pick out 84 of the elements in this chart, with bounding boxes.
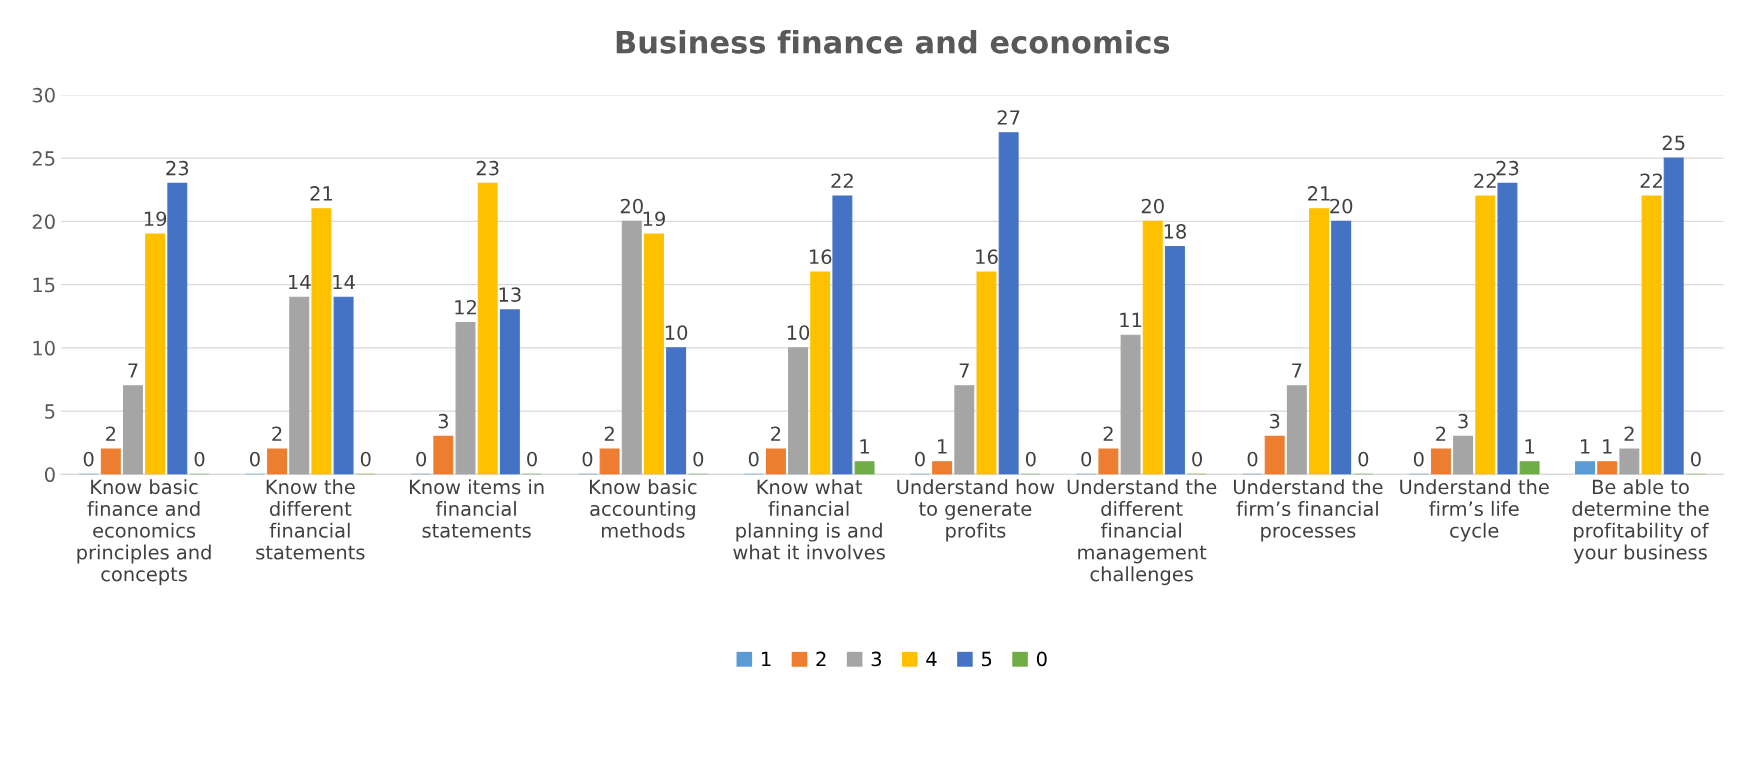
data-label: 2 xyxy=(771,426,781,441)
y-tick-label: 30 xyxy=(32,87,55,103)
y-tick-label: 25 xyxy=(32,151,55,166)
data-label: 1 xyxy=(1603,439,1612,454)
y-tick-label: 10 xyxy=(33,340,55,356)
data-label: 2 xyxy=(1103,426,1113,441)
data-label: 2 xyxy=(272,426,282,441)
data-label: 3 xyxy=(438,413,448,429)
data-label: 0 xyxy=(748,451,759,467)
x-tick-label: Understand the firm’s financial processes xyxy=(1233,479,1383,542)
data-label: 2 xyxy=(1436,426,1446,441)
data-label: 0 xyxy=(416,451,427,467)
data-label: 20 xyxy=(1330,198,1353,214)
legend-label: 2 xyxy=(816,651,826,667)
data-label: 7 xyxy=(128,363,138,378)
data-label: 19 xyxy=(643,211,665,227)
data-label: 10 xyxy=(787,325,810,340)
data-label: 2 xyxy=(604,426,614,441)
data-label: 3 xyxy=(1269,413,1280,429)
x-tick-label: Know items in financial statements xyxy=(410,479,544,538)
data-label: 21 xyxy=(310,186,332,201)
y-tick-label: 5 xyxy=(45,404,55,419)
x-tick-label: Know basic finance and economics principles and concepts xyxy=(77,479,211,586)
data-label: 0 xyxy=(1358,451,1369,467)
x-tick-label: Understand the different financial management challenges xyxy=(1067,479,1217,586)
x-tick-label: Be able to determine the profitability of your business xyxy=(1572,479,1709,564)
data-label: 11 xyxy=(1120,312,1142,328)
data-label: 0 xyxy=(915,451,925,467)
legend-label: 3 xyxy=(871,651,881,667)
data-label: 7 xyxy=(959,363,969,378)
data-label: 0 xyxy=(693,451,704,467)
y-tick-label: 20 xyxy=(32,214,55,230)
data-label: 14 xyxy=(289,274,311,290)
data-label: 19 xyxy=(144,211,167,227)
data-label: 0 xyxy=(250,451,260,467)
data-label: 14 xyxy=(333,274,355,290)
data-label: 22 xyxy=(1640,173,1662,188)
data-label: 20 xyxy=(1141,198,1164,214)
data-label: 27 xyxy=(997,110,1020,125)
data-label: 3 xyxy=(1458,413,1468,429)
data-label: 13 xyxy=(499,287,521,302)
legend-label: 1 xyxy=(762,651,771,667)
data-label: 22 xyxy=(1474,173,1496,188)
data-label: 25 xyxy=(1662,135,1685,151)
data-label: 1 xyxy=(938,439,947,454)
data-label: 12 xyxy=(455,299,476,315)
data-label: 0 xyxy=(1413,451,1424,467)
data-label: 0 xyxy=(527,451,537,467)
x-tick-label: Understand how to generate profits xyxy=(897,479,1055,542)
data-label: 1 xyxy=(860,439,869,454)
y-tick-label: 15 xyxy=(33,277,55,293)
data-label: 20 xyxy=(620,198,643,214)
data-label: 23 xyxy=(1496,160,1519,176)
data-label: 0 xyxy=(1192,451,1202,467)
data-label: 23 xyxy=(166,160,189,176)
data-label: 1 xyxy=(1580,439,1590,454)
data-label: 0 xyxy=(1081,451,1092,467)
data-label: 18 xyxy=(1164,224,1186,239)
data-label: 21 xyxy=(1308,186,1330,201)
data-label: 16 xyxy=(809,249,832,265)
data-label: 0 xyxy=(360,451,371,467)
data-label: 1 xyxy=(1525,439,1534,454)
x-tick-label: Know what financial planning is and what it involves xyxy=(733,479,885,560)
x-tick-label: Know basic accounting methods xyxy=(590,479,697,538)
data-label: 2 xyxy=(1624,426,1634,441)
data-label: 22 xyxy=(831,173,853,188)
data-label: 2 xyxy=(106,426,116,441)
legend-label: 0 xyxy=(1036,651,1047,667)
legend-label: 4 xyxy=(926,651,937,667)
legend-label: 5 xyxy=(981,651,992,667)
y-tick-label: 0 xyxy=(44,467,55,483)
data-label: 0 xyxy=(1690,451,1701,467)
chart-title: Business finance and economics xyxy=(616,29,1170,54)
data-label: 23 xyxy=(476,160,499,176)
data-label: 7 xyxy=(1292,363,1302,378)
data-label: 0 xyxy=(582,451,593,467)
data-label: 0 xyxy=(1025,451,1036,467)
x-tick-label: Understand the firm’s life cycle xyxy=(1400,479,1549,542)
data-label: 16 xyxy=(976,249,998,265)
data-label: 0 xyxy=(194,451,205,467)
data-label: 0 xyxy=(83,451,94,467)
x-tick-label: Know the different financial statements xyxy=(256,479,365,560)
data-label: 0 xyxy=(1247,451,1258,467)
data-label: 10 xyxy=(665,325,688,340)
